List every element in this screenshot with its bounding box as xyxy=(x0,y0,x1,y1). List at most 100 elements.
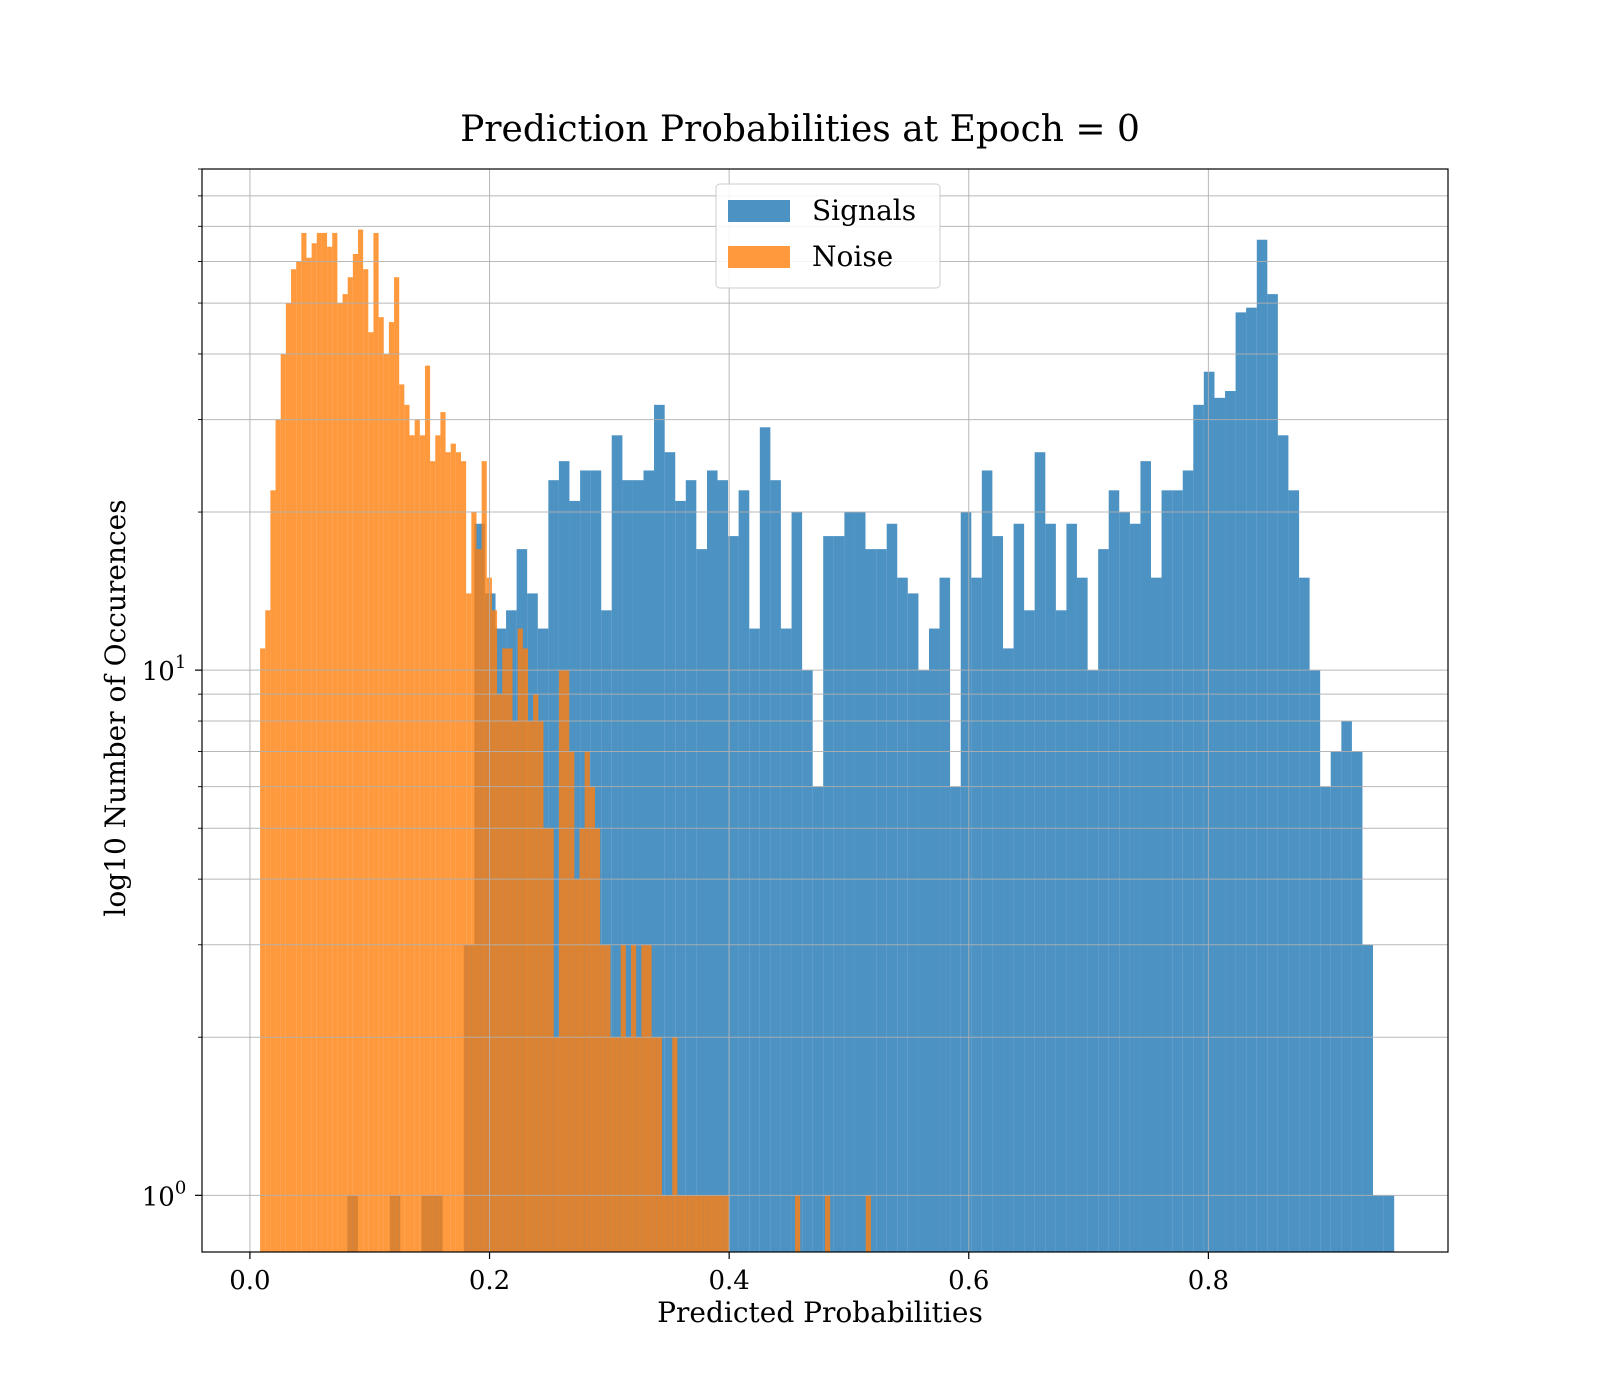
x-axis-label: Predicted Probabilities xyxy=(657,1296,983,1329)
histogram-bar xyxy=(455,452,462,1253)
histogram-bar xyxy=(1087,670,1099,1252)
histogram-bar xyxy=(569,500,581,1252)
legend: Signals Noise xyxy=(715,183,941,289)
histogram-bar xyxy=(928,628,940,1252)
histogram-bar xyxy=(1235,312,1247,1252)
histogram-bar xyxy=(528,721,534,1252)
histogram-bar xyxy=(728,536,739,1252)
plot-frame xyxy=(201,168,1449,1253)
histogram-bar xyxy=(399,384,405,1252)
histogram-bar xyxy=(605,944,611,1252)
histogram-bar xyxy=(373,232,379,1252)
histogram-bar xyxy=(1119,512,1130,1252)
histogram-bar xyxy=(812,786,824,1252)
histogram-bar xyxy=(584,751,590,1252)
histogram-bar xyxy=(1299,577,1310,1252)
histogram-bar xyxy=(543,828,549,1252)
histogram-bar xyxy=(1076,577,1088,1252)
histogram-bar xyxy=(461,461,467,1252)
histogram-bar xyxy=(1066,523,1077,1252)
histogram-bar xyxy=(780,628,792,1252)
histogram-bar xyxy=(677,1195,683,1252)
histogram-bar xyxy=(342,294,348,1252)
histogram-bar xyxy=(594,828,601,1252)
histogram-bar xyxy=(802,670,813,1252)
histogram-bar xyxy=(337,303,343,1252)
histogram-bar xyxy=(723,1195,729,1252)
histogram-bar xyxy=(296,261,302,1253)
histogram-bar xyxy=(1182,470,1194,1253)
histogram-bar xyxy=(865,1195,871,1252)
histogram-bar xyxy=(950,786,961,1252)
histogram-bar xyxy=(770,480,781,1252)
histogram-bar xyxy=(646,944,652,1252)
histogram-bar xyxy=(795,1195,801,1252)
histogram-bar xyxy=(651,1037,657,1252)
x-tick-label: 0.0 xyxy=(229,1266,270,1296)
histogram-bar xyxy=(481,461,487,1252)
histogram-bar xyxy=(414,419,420,1252)
histogram-bar xyxy=(280,353,286,1253)
x-tick-label: 0.4 xyxy=(708,1266,749,1296)
histogram-bar xyxy=(1045,523,1056,1252)
histogram-bar xyxy=(357,229,364,1253)
histogram-bar xyxy=(491,610,498,1252)
histogram-bar xyxy=(579,828,585,1252)
histogram-bar xyxy=(632,480,644,1252)
histogram-bar xyxy=(1129,523,1141,1252)
x-tick-label: 0.8 xyxy=(1188,1266,1229,1296)
histogram-bar xyxy=(682,1195,688,1252)
histogram-bar xyxy=(430,461,436,1252)
histogram-bar xyxy=(450,443,456,1252)
histogram-bar xyxy=(476,549,482,1252)
histogram-bar xyxy=(749,628,760,1252)
histogram-bar xyxy=(383,353,389,1253)
ticks-layer: 0.0 0.2 0.4 0.6 0.8 100 101 xyxy=(142,168,1229,1296)
histogram-bar xyxy=(675,500,686,1252)
histogram-bar xyxy=(622,480,633,1252)
histogram-bar xyxy=(708,1195,714,1252)
histogram-bar xyxy=(1151,577,1162,1252)
histogram-bar xyxy=(424,365,431,1252)
histogram-bar xyxy=(696,549,707,1252)
histogram-bar xyxy=(1288,490,1300,1252)
histogram-bar xyxy=(1246,307,1257,1252)
histogram-bar xyxy=(368,332,374,1253)
histogram-bar xyxy=(738,490,750,1252)
histogram-bar xyxy=(378,317,384,1252)
bars-layer xyxy=(260,229,1395,1253)
histogram-bar xyxy=(1034,452,1046,1253)
histogram-bar xyxy=(791,512,803,1252)
histogram-bar xyxy=(569,751,575,1252)
legend-label: Signals xyxy=(812,194,916,227)
histogram-bar xyxy=(692,1195,698,1252)
histogram-bar xyxy=(558,670,565,1252)
histogram-bar xyxy=(759,427,771,1252)
histogram-bar xyxy=(1214,397,1226,1253)
x-tick-label: 0.6 xyxy=(948,1266,989,1296)
histogram-bar xyxy=(601,610,612,1252)
histogram-bar xyxy=(419,435,425,1252)
histogram-bar xyxy=(363,269,369,1253)
histogram-bar xyxy=(854,512,866,1252)
histogram-bar xyxy=(1024,610,1035,1252)
histogram-bar xyxy=(664,452,676,1253)
histogram-bar xyxy=(1003,648,1014,1252)
histogram-bar xyxy=(321,232,328,1252)
histogram-bar xyxy=(631,944,637,1252)
histogram-bar xyxy=(352,254,358,1252)
histogram-bar xyxy=(517,628,523,1252)
histogram-bar xyxy=(1330,751,1342,1252)
histogram-bar xyxy=(918,670,929,1252)
histogram-bar xyxy=(636,1037,642,1252)
histogram-bar xyxy=(706,470,718,1253)
histogram-bar xyxy=(538,721,544,1252)
histogram-bar xyxy=(270,490,276,1252)
histogram-bar xyxy=(907,593,919,1252)
histogram-bar xyxy=(1267,294,1278,1252)
histogram-bar xyxy=(1172,490,1183,1252)
histogram-bar xyxy=(844,512,855,1252)
histogram-bar xyxy=(445,452,451,1253)
histogram-bar xyxy=(347,277,353,1253)
